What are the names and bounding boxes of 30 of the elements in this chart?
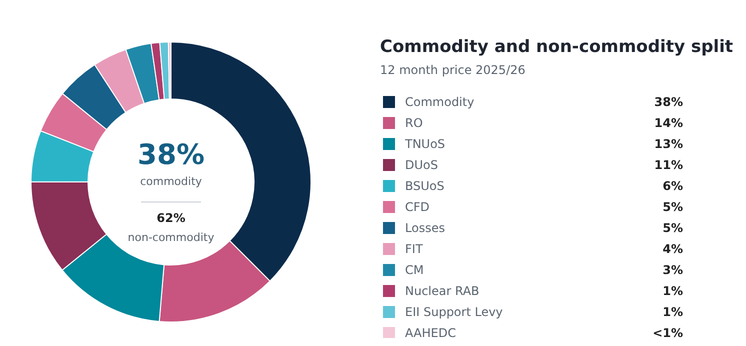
legend-label: Losses [405,221,445,235]
text: non-commodity [128,231,215,244]
data-label: 4% [662,242,683,256]
data-label: <1% [652,326,683,340]
chart-title: Commodity and non-commodity split [380,37,734,57]
legend-label: RO [405,116,423,130]
data-label: 5% [662,221,683,235]
legend-label: CM [405,263,424,277]
data-label: 14% [654,116,683,130]
legend-label: TNUoS [404,137,446,151]
data-label: 11% [654,158,683,172]
text: commodity [140,175,202,188]
legend-label: FIT [405,242,424,256]
legend-label: EII Support Levy [405,305,503,319]
data-label: 1% [662,305,683,319]
data-label: 1% [662,284,683,298]
data-label: 6% [662,179,683,193]
legend-label: CFD [405,200,430,214]
legend-label: Nuclear RAB [405,284,480,298]
text: 12 month price 2025/26 [380,63,526,77]
text: 62% [156,211,186,225]
legend-label: AAHEDC [405,326,456,340]
legend-label: BSUoS [405,179,444,193]
data-label: 5% [662,200,683,214]
legend-label: DUoS [405,158,438,172]
data-label: 3% [662,263,683,277]
data-label: 38% [654,95,683,109]
text: 38% [137,138,205,171]
data-label: 13% [654,137,683,151]
legend-label: Commodity [405,95,474,109]
